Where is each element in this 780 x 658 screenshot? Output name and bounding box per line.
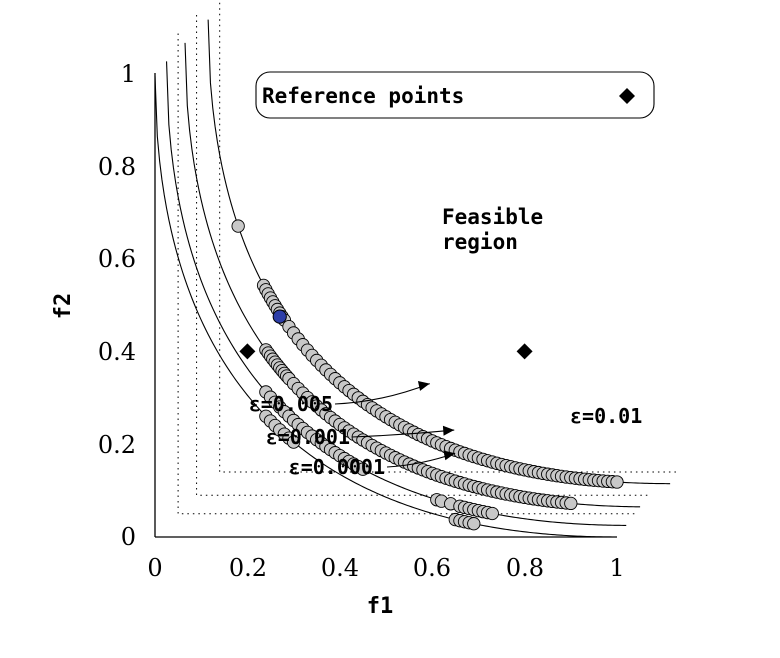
arrowhead-icon (443, 450, 456, 461)
solution-point (564, 496, 578, 511)
x-axis-label: f1 (367, 594, 394, 619)
x-tick-label: 0.6 (413, 554, 451, 582)
epsilon-label: ε=0.001 (266, 425, 350, 449)
axes (154, 73, 617, 538)
highlighted-point (272, 309, 287, 324)
y-tick-label: 0.4 (98, 338, 136, 366)
x-tick-label: 0.8 (506, 554, 544, 582)
solution-point (231, 219, 245, 233)
epsilon-label: ε=0.01 (570, 404, 642, 428)
y-axis-label: f2 (51, 293, 76, 320)
legend-diamond-icon (619, 88, 635, 104)
pareto-curve (166, 61, 627, 526)
legend-label: Reference points (262, 84, 464, 108)
solution-point (286, 435, 301, 449)
epsilon-label: ε=0.005 (249, 392, 333, 416)
legend-frame (255, 71, 655, 119)
arrowhead-icon (417, 381, 430, 391)
y-tick-label: 0.2 (98, 431, 136, 459)
legend-box: Reference points (255, 71, 655, 119)
y-tick-label: 0.8 (98, 153, 136, 181)
feasible-region-label: Feasible (442, 205, 543, 229)
y-tick-label: 0 (121, 523, 136, 551)
tick-labels: 0 0.2 0.4 0.6 0.8 1 0 0.2 0.4 0.6 0.8 1 (98, 60, 625, 582)
x-tick-label: 1 (609, 554, 624, 582)
x-tick-label: 0.2 (229, 554, 267, 582)
feasible-region-label: region (442, 230, 518, 254)
arrowhead-icon (442, 425, 455, 436)
y-tick-label: 0.6 (98, 245, 136, 273)
solution-points (231, 219, 624, 531)
solution-point (356, 462, 370, 476)
reference-points (239, 343, 533, 360)
solution-point (467, 517, 481, 531)
solution-point (485, 506, 499, 521)
reference-point-diamond-icon (516, 343, 533, 360)
pareto-curve (154, 76, 617, 538)
epsilon-label: ε=0.0001 (289, 455, 385, 479)
x-tick-label: 0 (147, 554, 162, 582)
reference-point-diamond-icon (239, 343, 256, 360)
feasible-region-annotation: Feasible region (442, 205, 543, 254)
solution-point (610, 475, 624, 489)
y-tick-label: 1 (121, 60, 136, 88)
epsilon-labels: ε=0.0001 ε=0.001 ε=0.005 ε=0.01 (249, 381, 642, 479)
x-tick-label: 0.4 (321, 554, 359, 582)
